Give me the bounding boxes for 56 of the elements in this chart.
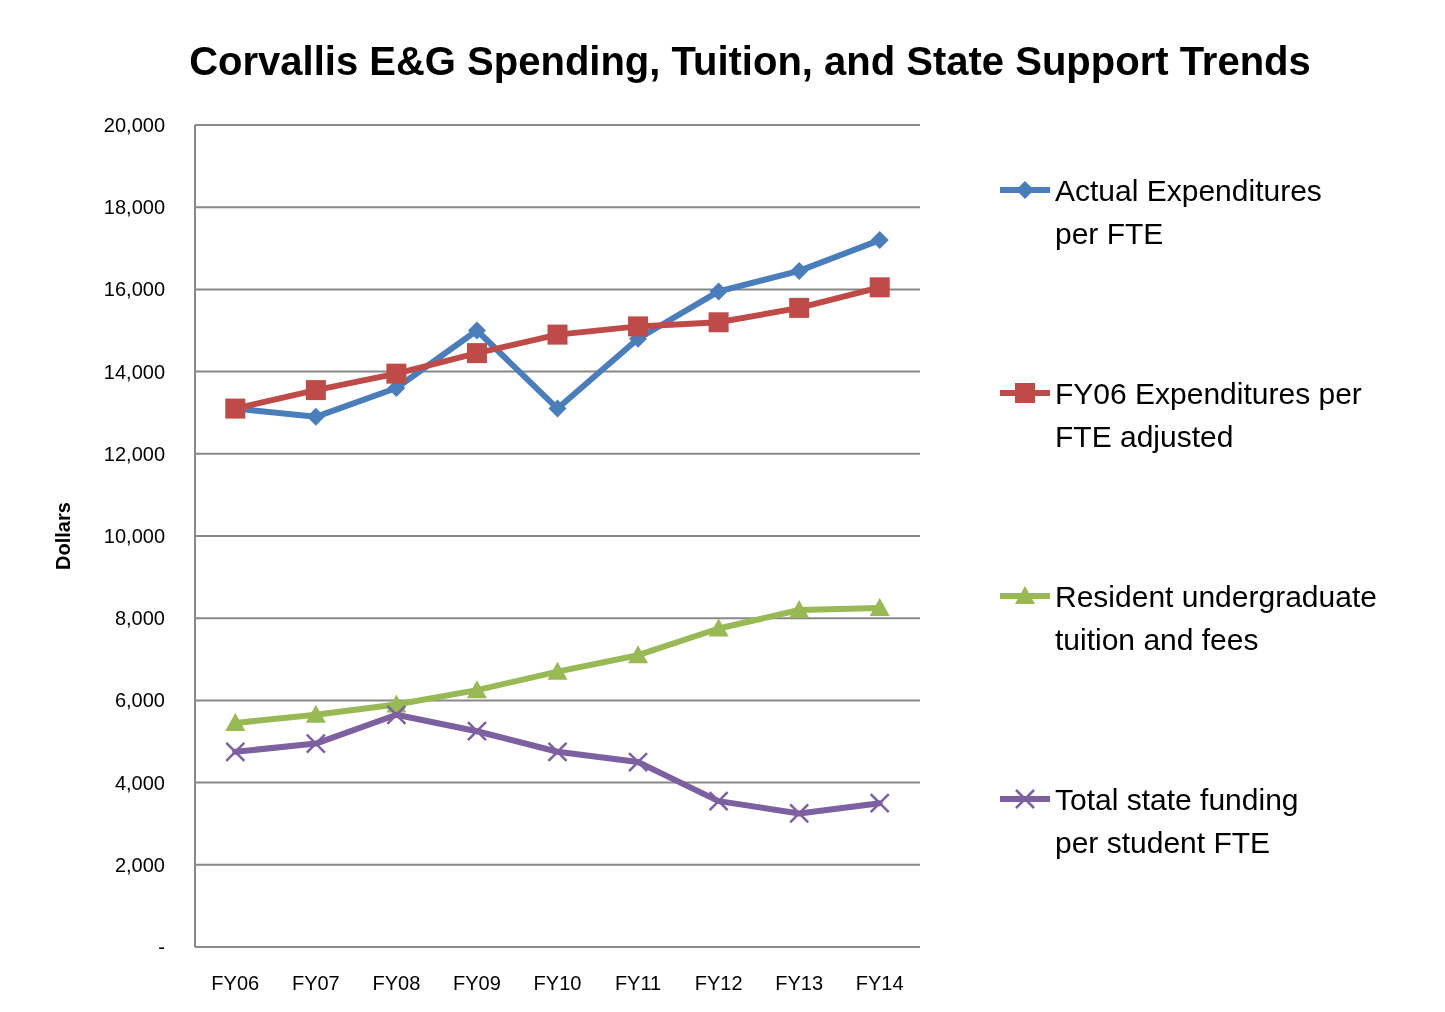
point bbox=[466, 343, 487, 364]
y-tick-label: 16,000 bbox=[103, 278, 165, 301]
x-tick-label: FY10 bbox=[533, 972, 582, 994]
point bbox=[790, 261, 809, 280]
point bbox=[386, 704, 407, 726]
chart-title: Corvallis E&G Spending, Tuition, and State Support Trends bbox=[189, 39, 1311, 83]
y-tick-label: 12,000 bbox=[103, 442, 165, 465]
point bbox=[628, 645, 649, 664]
point bbox=[305, 380, 326, 401]
x-tick-label: FY13 bbox=[775, 972, 824, 994]
y-tick-label: 8,000 bbox=[114, 607, 165, 630]
point bbox=[789, 599, 810, 618]
point bbox=[870, 231, 889, 250]
y-tick-label: 14,000 bbox=[103, 360, 165, 383]
x-tick-label: FY09 bbox=[453, 972, 501, 994]
point bbox=[225, 713, 246, 732]
y-tick-label: 18,000 bbox=[103, 196, 165, 219]
point bbox=[466, 680, 487, 699]
x-tick-label: FY06 bbox=[211, 972, 260, 994]
x-tick-label: FY14 bbox=[855, 972, 904, 994]
point bbox=[709, 282, 728, 301]
x-tick-label: FY12 bbox=[694, 972, 743, 994]
y-tick-label: 20,000 bbox=[103, 114, 165, 136]
y-tick-label: 10,000 bbox=[103, 525, 165, 547]
x-tick-label: FY11 bbox=[614, 972, 662, 994]
point bbox=[305, 704, 326, 723]
x-tick-label: FY08 bbox=[372, 972, 421, 994]
x-tick-label: FY07 bbox=[291, 972, 340, 994]
point bbox=[305, 733, 327, 754]
point bbox=[869, 277, 890, 298]
point bbox=[547, 324, 568, 345]
point bbox=[708, 790, 729, 812]
point bbox=[869, 597, 890, 616]
point bbox=[789, 297, 810, 318]
legend-label: Actual Expenditures per FTE bbox=[1055, 173, 1322, 250]
point bbox=[547, 661, 568, 680]
point bbox=[466, 720, 488, 742]
point bbox=[627, 751, 649, 773]
y-tick-label: 4,000 bbox=[114, 771, 165, 794]
point bbox=[788, 803, 810, 824]
point bbox=[869, 792, 890, 814]
legend-label: Total state funding per student FTE bbox=[1055, 782, 1299, 859]
point bbox=[225, 741, 246, 763]
point bbox=[547, 741, 568, 763]
y-tick-label: - bbox=[158, 936, 165, 958]
point bbox=[628, 316, 649, 337]
legend-label: Resident undergraduate tuition and fees bbox=[1055, 579, 1377, 656]
legend-label: FY06 Expenditures per FTE adjusted bbox=[1055, 376, 1362, 453]
point bbox=[548, 399, 567, 418]
point bbox=[386, 363, 407, 384]
point bbox=[708, 312, 729, 333]
y-tick-label: 6,000 bbox=[114, 689, 165, 712]
y-tick-label: 2,000 bbox=[114, 853, 165, 876]
point bbox=[708, 618, 729, 637]
y-axis-title: Dollars bbox=[52, 502, 74, 570]
point bbox=[467, 321, 486, 340]
